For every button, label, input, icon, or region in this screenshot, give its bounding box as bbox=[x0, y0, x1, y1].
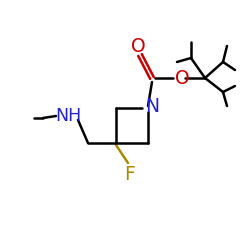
Text: NH: NH bbox=[55, 107, 81, 125]
Text: N: N bbox=[145, 96, 159, 116]
Text: O: O bbox=[131, 36, 145, 56]
Text: O: O bbox=[175, 68, 189, 87]
Text: F: F bbox=[124, 166, 136, 184]
